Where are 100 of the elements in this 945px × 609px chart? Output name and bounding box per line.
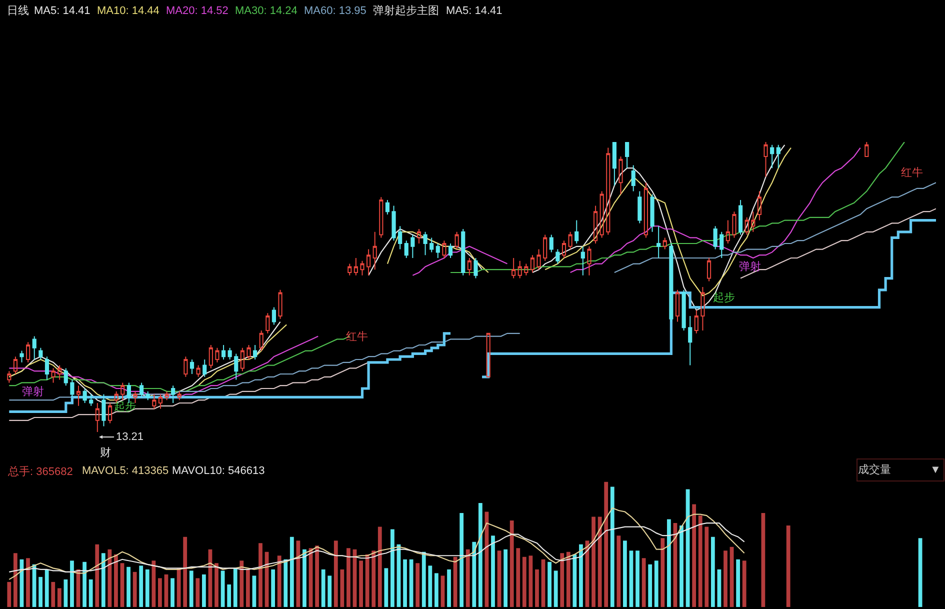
candlestick (392, 205, 396, 242)
bar (152, 560, 156, 607)
bar (535, 569, 539, 607)
candlestick (864, 142, 869, 157)
bar (290, 536, 294, 607)
candlestick (140, 382, 144, 398)
bar (522, 556, 526, 607)
text: 日线 (7, 4, 29, 17)
bar (736, 559, 740, 607)
candlestick (38, 347, 43, 360)
text: MAVOL5: 413365 (82, 465, 169, 477)
candlestick (146, 390, 150, 401)
annotation: 红牛 (901, 166, 923, 179)
bar (466, 549, 470, 607)
candlestick (568, 231, 572, 250)
bar (108, 549, 112, 607)
bar (170, 578, 174, 607)
bar (88, 579, 93, 607)
text: 成交量 (858, 463, 891, 476)
candlestick (744, 216, 749, 236)
candlestick (618, 156, 623, 195)
candlestick (164, 390, 169, 401)
candlestick (442, 240, 446, 258)
candlestick (76, 385, 81, 406)
bar (328, 576, 332, 607)
candlestick (89, 394, 94, 406)
bar (196, 578, 200, 607)
bar (761, 513, 766, 607)
bar (786, 526, 790, 607)
candlestick (556, 248, 560, 264)
annotation: 弹射 (22, 385, 44, 398)
bar (724, 550, 728, 607)
bar (384, 568, 388, 607)
candlestick (272, 306, 276, 326)
bar (598, 516, 602, 607)
bar (428, 566, 432, 607)
bar (258, 543, 262, 607)
text: 弹射起步主图 (373, 4, 439, 17)
candlestick (448, 243, 453, 258)
bar (403, 559, 407, 607)
text: MAVOL10: 546613 (172, 465, 265, 477)
bar (164, 574, 168, 607)
candlestick (190, 359, 194, 374)
bar (434, 573, 438, 607)
bar (604, 482, 608, 607)
bar (57, 588, 62, 607)
annotation: 13.21 (116, 431, 144, 443)
candlestick (410, 234, 415, 258)
candlestick (518, 260, 522, 279)
candlestick (436, 243, 440, 258)
candlestick (486, 332, 490, 378)
bar (592, 516, 596, 607)
text: ▼ (930, 464, 941, 476)
candlestick (64, 368, 68, 386)
bar (460, 513, 464, 607)
text: MA5: 14.41 (446, 5, 502, 17)
bar (422, 552, 426, 607)
bar (302, 549, 306, 607)
bar (189, 570, 194, 607)
bar (120, 563, 124, 607)
candlestick (549, 234, 554, 253)
candlestick (461, 228, 466, 276)
bar (139, 566, 144, 607)
bar (64, 579, 68, 607)
bar (623, 540, 627, 607)
candlestick (372, 231, 377, 270)
candlestick (770, 144, 774, 169)
candlestick (423, 231, 428, 256)
candlestick (13, 356, 18, 374)
bar (176, 568, 181, 607)
bar (101, 553, 106, 607)
candlestick (259, 330, 264, 352)
candlestick (543, 234, 548, 262)
bar (271, 569, 276, 607)
bar (409, 559, 414, 607)
annotation: 起步 (713, 291, 735, 304)
bar (560, 553, 564, 607)
candlestick (152, 394, 156, 410)
bar (82, 562, 86, 607)
candlestick (278, 289, 282, 320)
candlestick (366, 248, 371, 276)
candlestick (713, 226, 718, 250)
bar (214, 563, 218, 607)
candlestick (512, 258, 516, 279)
bar (70, 560, 74, 607)
candlestick (158, 394, 163, 410)
candlestick (467, 258, 472, 276)
candlestick (398, 226, 402, 250)
bar (579, 544, 583, 607)
candlestick (631, 164, 636, 192)
candlestick (385, 200, 390, 215)
candlestick (253, 344, 258, 360)
candlestick (102, 394, 106, 427)
candlestick (764, 142, 768, 178)
candlestick (208, 344, 213, 369)
bar (680, 526, 684, 607)
candlestick (221, 344, 226, 360)
bar (491, 536, 495, 607)
bar (572, 554, 577, 607)
candlestick (644, 182, 648, 238)
